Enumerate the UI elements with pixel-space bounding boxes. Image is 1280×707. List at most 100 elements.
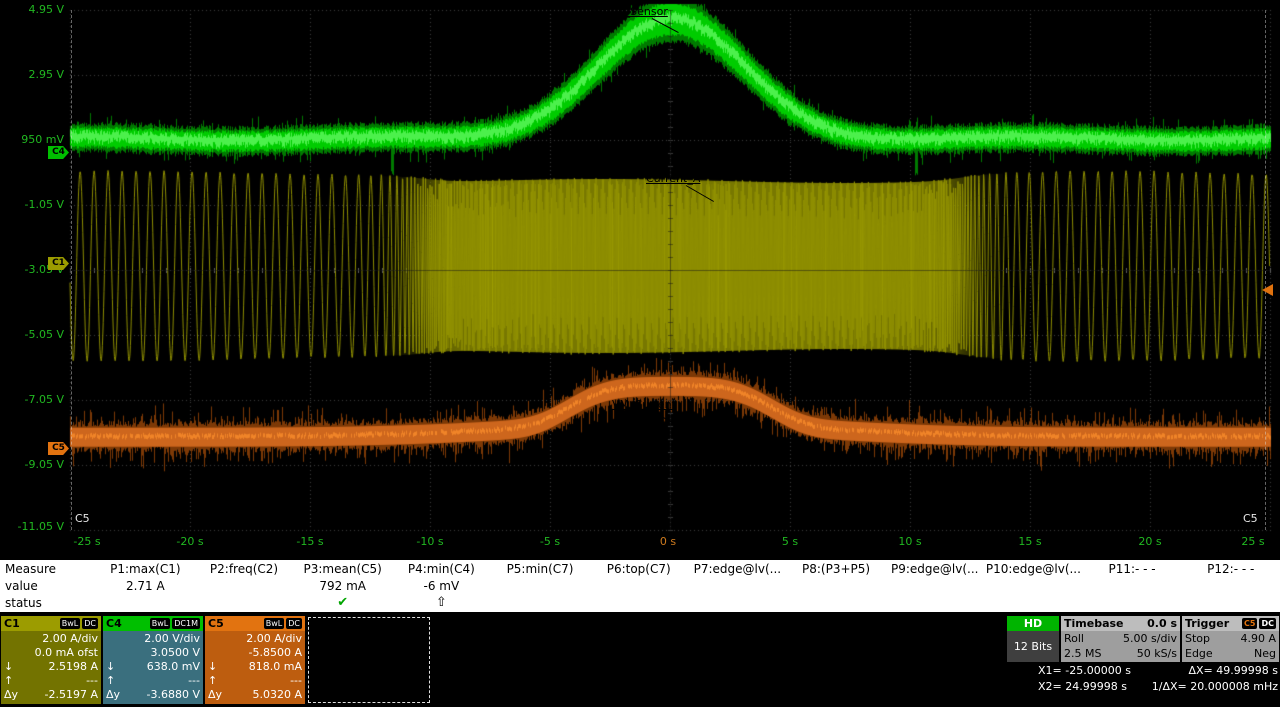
channel-descriptor-c5[interactable]: C5 BwL DC 2.00 A/div -5.8500 A ↓ 818.0 mA… [205,616,305,704]
channel-c4-badges: BwL DC1M [149,618,200,629]
dx-value: 49.99998 s [1216,664,1278,677]
x1-label: X1= [1038,664,1062,677]
timebase-box[interactable]: Timebase 0.0 s Roll 5.00 s/div 2.5 MS 50 k… [1061,616,1180,662]
x-axis-label: -10 s [416,535,444,548]
coupling-badge: DC1M [172,618,200,629]
hd-label: HD [1007,616,1059,631]
trigger-type: Edge [1185,647,1213,660]
measure-p6-header[interactable]: P6:top(C7) [606,561,671,576]
delta-y-icon: Δy [106,688,121,701]
measure-p8-header[interactable]: P8:(P3+P5) [802,561,871,576]
measure-p9-header[interactable]: P9:edge@lv(... [890,561,979,576]
channel-c5-offset: -5.8500 A [248,646,302,659]
y-axis-label: -9.05 V [24,458,64,471]
channel-descriptor-c1[interactable]: C1 BwL DC 2.00 A/div 0.0 mA ofst ↓ 2.5198… [1,616,101,704]
timebase-memory: 2.5 MS [1064,647,1102,660]
bandwidth-limit-badge: BwL [263,618,285,629]
hd-mode-box[interactable]: HD 12 Bits [1007,616,1059,662]
channel-c5-max: --- [290,674,302,687]
measure-p4-value: -6 mV [423,578,460,593]
cursor-x2-label: C5 [1243,512,1258,525]
channel-c1-offset: 0.0 mA ofst [34,646,98,659]
channel-c5-badges: BwL DC [263,618,302,629]
channel-c4-scale: 2.00 V/div [144,632,200,645]
trigger-slope: Neg [1254,647,1276,660]
trace-label-current-a[interactable]: Current_A [646,172,701,185]
channel-c5-body: 2.00 A/div -5.8500 A ↓ 818.0 mA ↑ --- Δy 5.… [205,631,305,704]
x-axis-label-trigger-time: 0 s [659,535,677,548]
y-axis-label: -1.05 V [24,198,64,211]
x2-label: X2= [1038,680,1062,693]
cursor-x1-label: C5 [75,512,90,525]
delta-y-icon: Δy [4,688,19,701]
measure-p5-header[interactable]: P5:min(C7) [506,561,574,576]
x-axis-label: -25 s [73,535,101,548]
measure-p3-header[interactable]: P3:mean(C5) [303,561,382,576]
timebase-header: Timebase 0.0 s [1061,616,1180,631]
cursor-x1-line[interactable] [71,10,72,530]
measure-p7-header[interactable]: P7:edge@lv(... [693,561,782,576]
x1-value: -25.00000 s [1065,664,1131,677]
measure-p4-header[interactable]: P4:min(C4) [407,561,475,576]
x-axis-label: 15 s [1018,535,1042,548]
timebase-mode: Roll [1064,632,1084,645]
coupling-badge: DC [286,618,302,629]
channel-c5-id: C5 [208,617,224,630]
channel-c1-header: C1 BwL DC [1,616,101,631]
measure-value-row: value 2.71 A 792 mA -6 mV [0,577,1280,594]
down-arrow-icon: ↓ [106,660,116,673]
channel-c1-max: --- [86,674,98,687]
timebase-title: Timebase [1064,617,1124,630]
measure-status-row-title: status [5,595,42,610]
channel-offset-marker-c1[interactable]: C1 [48,257,69,270]
bandwidth-limit-badge: BwL [59,618,81,629]
cursor-readout-line1: X1= -25.00000 s ΔX= 49.99998 s [1038,664,1278,677]
channel-c4-offset: 3.0500 V [150,646,200,659]
channel-c5-header: C5 BwL DC [205,616,305,631]
channel-c1-min: 2.5198 A [48,660,98,673]
y-axis-label: -5.05 V [24,328,64,341]
x-axis-label: 10 s [898,535,922,548]
channel-offset-marker-c5[interactable]: C5 [48,442,69,455]
trigger-coupling-badge: DC [1259,618,1276,629]
channel-descriptor-c4[interactable]: C4 BwL DC1M 2.00 V/div 3.0500 V ↓ 638.0 m… [103,616,203,704]
measure-p1-header[interactable]: P1:max(C1) [110,561,181,576]
measure-p4-status-arrow-icon: ⇧ [435,595,447,610]
x-axis-label: 5 s [781,535,799,548]
y-axis-label: -11.05 V [17,520,64,533]
x2-value: 24.99998 s [1065,680,1127,693]
up-arrow-icon: ↑ [106,674,116,687]
dx-label: ΔX= [1188,664,1213,677]
measure-status-row: status ✔ ⇧ [0,594,1280,611]
measure-header-row: Measure P1:max(C1) P2:freq(C2) P3:mean(C… [0,560,1280,577]
x-axis-label: -5 s [539,535,561,548]
measure-p2-header[interactable]: P2:freq(C2) [209,561,279,576]
measure-p1-value: 2.71 A [125,578,165,593]
down-arrow-icon: ↓ [208,660,218,673]
scope-grid: 4.95 V 2.95 V 950 mV -1.05 V -3.05 V -5.… [0,0,1280,560]
up-arrow-icon: ↑ [208,674,218,687]
channel-c4-delta: -3.6880 V [146,688,200,701]
measure-p12-header[interactable]: P12:- - - [1207,561,1255,576]
x-axis-label: 20 s [1138,535,1162,548]
channel-c4-min: 638.0 mV [146,660,200,673]
trigger-title: Trigger [1185,617,1230,630]
channel-c5-scale: 2.00 A/div [246,632,302,645]
trace-label-vm-current[interactable]: VM_Current [612,398,676,411]
measure-p10-header[interactable]: P10:edge@lv(... [985,561,1081,576]
trigger-level-marker[interactable] [1262,284,1273,296]
channel-offset-marker-c4[interactable]: C4 [48,146,69,159]
timebase-body: Roll 5.00 s/div 2.5 MS 50 kS/s [1061,631,1180,662]
cursor-x2-line[interactable] [1265,10,1266,530]
x-axis-label: -20 s [176,535,204,548]
empty-channel-slot [308,617,430,703]
coupling-badge: DC [82,618,98,629]
waveform-canvas[interactable] [0,0,1280,560]
channel-c4-max: --- [188,674,200,687]
measure-value-row-title: value [5,578,38,593]
measure-p11-header[interactable]: P11:- - - [1108,561,1156,576]
y-axis-label: 4.95 V [28,3,64,16]
trigger-box[interactable]: Trigger C5 DC Stop 4.90 A Edge Neg [1182,616,1279,662]
bandwidth-limit-badge: BwL [149,618,171,629]
trace-label-torque-sensor[interactable]: Torque_Sensor [588,5,668,18]
